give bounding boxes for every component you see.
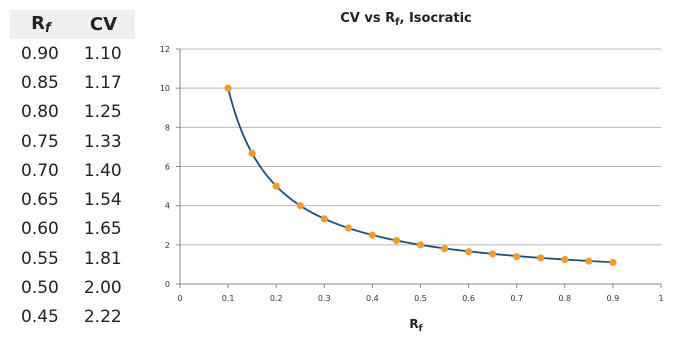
cv-cell: 1.10 <box>83 43 122 64</box>
y-tick-label: 0 <box>165 280 170 289</box>
cv-cell: 1.40 <box>83 160 122 181</box>
x-tick-label: 0.8 <box>558 294 571 303</box>
data-point <box>465 248 473 256</box>
x-tick-label: 0.3 <box>318 294 331 303</box>
chart-title: CV vs Rf, Isocratic <box>340 11 472 28</box>
data-point <box>272 182 280 190</box>
cv-vs-rf-chart: CV vs Rf, Isocratic 0 2 4 6 8 10 12 0 0.1 0.2 0.3 0… <box>140 0 673 339</box>
x-tick-label: 0.1 <box>222 294 235 303</box>
table-row: 0.85 1.17 <box>10 68 135 97</box>
cv-cell: 1.33 <box>83 131 122 152</box>
x-tick-label: 0.5 <box>414 294 427 303</box>
x-tick-label: 0 <box>177 294 182 303</box>
y-tick-label: 8 <box>165 123 170 132</box>
cv-cell: 1.17 <box>83 72 122 93</box>
cv-cell: 1.54 <box>83 190 122 211</box>
table-row: 0.55 1.81 <box>10 244 135 273</box>
x-tick-label: 0.9 <box>607 294 620 303</box>
rf-cell: 0.85 <box>21 72 59 93</box>
rf-column-header: Rf <box>10 10 72 39</box>
table-row: 0.65 1.54 <box>10 185 135 214</box>
y-tick-label: 10 <box>160 84 170 93</box>
rf-cell: 0.90 <box>21 43 59 64</box>
data-point <box>513 252 521 261</box>
table-row: 0.75 1.33 <box>10 127 135 156</box>
data-point <box>561 255 569 264</box>
rf-cell: 0.60 <box>21 219 59 240</box>
data-point <box>440 244 449 253</box>
table-row: 0.45 2.22 <box>10 303 135 332</box>
data-point <box>248 149 256 157</box>
data-point <box>489 250 497 258</box>
table-header-row: Rf CV <box>10 10 135 39</box>
chart-svg: CV vs Rf, Isocratic 0 2 4 6 8 10 12 0 0.1 0.2 0.3 0… <box>160 11 664 334</box>
data-point <box>296 202 304 210</box>
table-row: 0.50 2.00 <box>10 273 135 302</box>
data-point <box>368 231 376 239</box>
cv-cell: 2.22 <box>83 307 122 328</box>
table-row: 0.60 1.65 <box>10 215 135 244</box>
rf-cell: 0.45 <box>21 307 59 328</box>
data-point <box>609 258 617 267</box>
rf-cell: 0.65 <box>21 190 59 211</box>
rf-cell: 0.50 <box>21 278 59 299</box>
data-point <box>344 224 352 232</box>
x-tick-label: 0.2 <box>270 294 283 303</box>
rf-cell: 0.55 <box>21 248 59 269</box>
data-point <box>585 257 593 265</box>
data-point <box>537 254 545 262</box>
x-tick-label: 0.7 <box>510 294 523 303</box>
x-tick-label: 0.4 <box>366 294 379 303</box>
cv-cell: 2.00 <box>83 278 122 299</box>
cv-cell: 1.81 <box>83 248 122 269</box>
table-row: 0.90 1.10 <box>10 39 135 68</box>
data-point <box>224 84 232 92</box>
cv-cell: 1.65 <box>83 219 122 240</box>
data-point <box>320 215 328 223</box>
series-line <box>227 87 613 264</box>
y-tick-label: 12 <box>160 45 170 54</box>
y-tick-label: 2 <box>165 241 170 250</box>
rf-cell: 0.70 <box>21 160 59 181</box>
y-tick-label: 6 <box>165 163 170 172</box>
rf-cell: 0.75 <box>21 131 59 152</box>
data-point <box>416 241 425 249</box>
rf-cell: 0.80 <box>21 102 59 123</box>
x-tick-label: 1 <box>658 294 663 303</box>
x-tick-label: 0.6 <box>462 294 475 303</box>
table-row: 0.80 1.25 <box>10 98 135 127</box>
table-row: 0.70 1.40 <box>10 156 135 185</box>
y-tick-label: 4 <box>165 202 170 211</box>
rf-cv-table: Rf CV 0.90 1.10 0.85 1.17 0.80 1.25 0.75 1.33 0.… <box>10 10 135 332</box>
data-point <box>392 236 401 245</box>
x-axis-label: Rf <box>409 317 422 334</box>
cv-column-header: CV <box>71 10 135 39</box>
cv-cell: 1.25 <box>83 102 122 123</box>
